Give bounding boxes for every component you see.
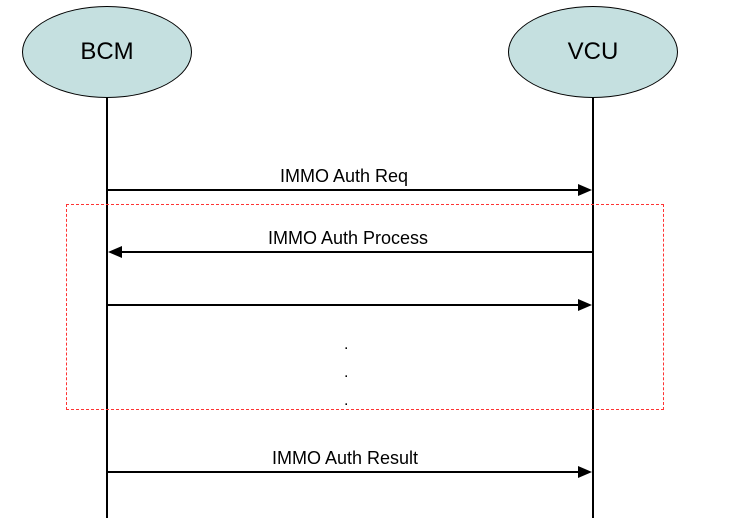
node-vcu: VCU bbox=[508, 6, 678, 98]
msg-auth-req-line bbox=[108, 189, 580, 191]
msg-auth-req-label: IMMO Auth Req bbox=[280, 166, 408, 187]
ellipsis-dot-3: . bbox=[344, 392, 348, 410]
node-vcu-label: VCU bbox=[568, 38, 619, 66]
node-bcm-label: BCM bbox=[80, 38, 133, 66]
msg-auth-result-line bbox=[108, 471, 580, 473]
msg-auth-process-arrowhead bbox=[108, 246, 122, 258]
msg-process-forward-arrowhead bbox=[578, 299, 592, 311]
node-bcm: BCM bbox=[22, 6, 192, 98]
msg-auth-process-line bbox=[120, 251, 592, 253]
msg-auth-result-arrowhead bbox=[578, 466, 592, 478]
ellipsis-dot-2: . bbox=[344, 364, 348, 382]
msg-auth-process-label: IMMO Auth Process bbox=[268, 228, 428, 249]
ellipsis-dot-1: . bbox=[344, 336, 348, 354]
msg-auth-req-arrowhead bbox=[578, 184, 592, 196]
msg-auth-result-label: IMMO Auth Result bbox=[272, 448, 418, 469]
msg-process-forward-line bbox=[108, 304, 580, 306]
